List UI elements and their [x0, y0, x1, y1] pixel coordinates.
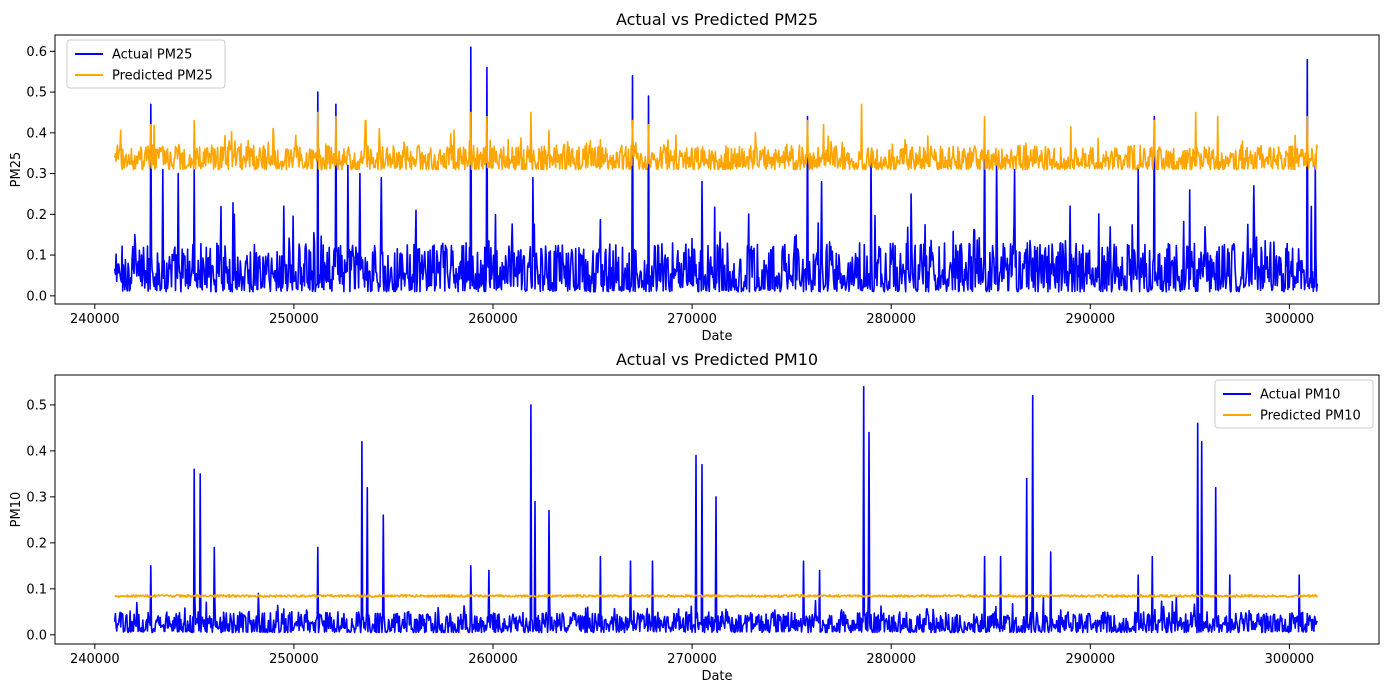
x-tick-label: 270000 [667, 652, 717, 667]
y-tick-label: 0.3 [26, 167, 47, 182]
chart-title: Actual vs Predicted PM10 [616, 350, 818, 369]
x-axis-label: Date [701, 329, 732, 344]
series-line-actual-pm10 [113, 385, 1318, 634]
legend: Actual PM10 Predicted PM10 [1214, 379, 1374, 429]
y-tick-label: 0.3 [26, 490, 47, 505]
y-tick-label: 0.5 [26, 398, 47, 413]
x-tick-label: 240000 [70, 312, 120, 327]
y-axis-label: PM25 [9, 152, 24, 188]
plot-frame [54, 34, 1380, 305]
series-line-predicted-pm25 [113, 103, 1319, 171]
legend-label: Predicted PM25 [112, 69, 213, 84]
y-tick-label: 0.2 [26, 208, 47, 223]
x-tick-label: 250000 [269, 312, 319, 327]
y-tick-label: 0.5 [26, 86, 47, 101]
y-tick-label: 0.0 [26, 289, 47, 304]
x-tick-label: 290000 [1065, 652, 1115, 667]
x-tick-label: 270000 [667, 312, 717, 327]
y-tick-label: 0.4 [26, 126, 47, 141]
chart-panel-2: Actual vs Predicted PM10 240000 250000 2600… [9, 350, 1380, 684]
y-tick-label: 0.6 [26, 45, 47, 60]
chart-panel-1: Actual vs Predicted PM25 240000 250000 2600… [9, 10, 1380, 344]
x-tick-label: 280000 [866, 652, 916, 667]
x-tick-label: 260000 [468, 312, 518, 327]
x-axis-label: Date [701, 669, 732, 684]
y-tick-label: 0.2 [26, 536, 47, 551]
chart-title: Actual vs Predicted PM25 [616, 10, 818, 29]
y-tick-label: 0.0 [26, 628, 47, 643]
y-axis-label: PM10 [9, 492, 24, 528]
x-tick-label: 260000 [468, 652, 518, 667]
legend: Actual PM25 Predicted PM25 [66, 39, 226, 89]
legend-label: Actual PM10 [1260, 388, 1340, 403]
x-tick-label: 280000 [866, 312, 916, 327]
x-tick-label: 250000 [269, 652, 319, 667]
x-tick-label: 290000 [1065, 312, 1115, 327]
legend-box [66, 39, 226, 89]
y-tick-label: 0.4 [26, 444, 47, 459]
plot-frame [54, 374, 1380, 645]
x-tick-label: 240000 [70, 652, 120, 667]
x-tick-label: 300000 [1265, 652, 1315, 667]
series-line-actual-pm25 [113, 46, 1319, 293]
legend-label: Predicted PM10 [1260, 409, 1361, 424]
y-tick-label: 0.1 [26, 582, 47, 597]
legend-label: Actual PM25 [112, 48, 192, 63]
legend-box [1214, 379, 1374, 429]
x-tick-label: 300000 [1265, 312, 1315, 327]
series-line-predicted-pm10 [114, 593, 1319, 598]
y-tick-label: 0.1 [26, 249, 47, 264]
